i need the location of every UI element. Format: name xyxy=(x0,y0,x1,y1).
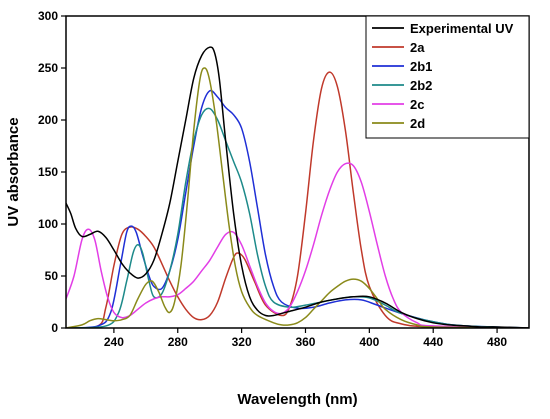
legend-label-2b1: 2b1 xyxy=(410,59,432,74)
legend-label-2d: 2d xyxy=(410,116,425,131)
series-line-experimental-uv xyxy=(66,46,529,328)
x-tick-label: 320 xyxy=(232,335,252,349)
y-tick-label: 200 xyxy=(38,113,58,127)
series-line-2c xyxy=(66,162,529,328)
legend-box xyxy=(365,15,530,139)
legend-label-2b2: 2b2 xyxy=(410,78,432,93)
ticks-layer: 240 280 320 360 400 440 480 0 50 100 150 200 250 300 xyxy=(38,9,507,349)
x-tick-label: 360 xyxy=(295,335,315,349)
y-tick-label: 100 xyxy=(38,217,58,231)
series-line-2d xyxy=(66,67,529,328)
y-tick-label: 300 xyxy=(38,9,58,23)
series-layer xyxy=(66,46,529,328)
y-tick-label: 0 xyxy=(51,321,58,335)
y-tick-label: 250 xyxy=(38,61,58,75)
y-tick-label: 50 xyxy=(45,269,59,283)
x-tick-label: 400 xyxy=(359,335,379,349)
x-tick-label: 240 xyxy=(104,335,124,349)
y-tick-label: 150 xyxy=(38,165,58,179)
legend-label-experimental-uv: Experimental UV xyxy=(410,21,514,36)
x-tick-label: 480 xyxy=(487,335,507,349)
legend-label-2a: 2a xyxy=(410,40,425,55)
series-line-2b2 xyxy=(66,107,529,328)
x-tick-label: 280 xyxy=(168,335,188,349)
y-axis-title: UV absorbance xyxy=(5,117,22,226)
x-axis-title: Wavelength (nm) xyxy=(237,391,357,408)
x-tick-label: 440 xyxy=(423,335,443,349)
legend: Experimental UV 2a 2b1 2b2 2c 2d xyxy=(365,15,530,139)
legend-label-2c: 2c xyxy=(410,97,424,112)
